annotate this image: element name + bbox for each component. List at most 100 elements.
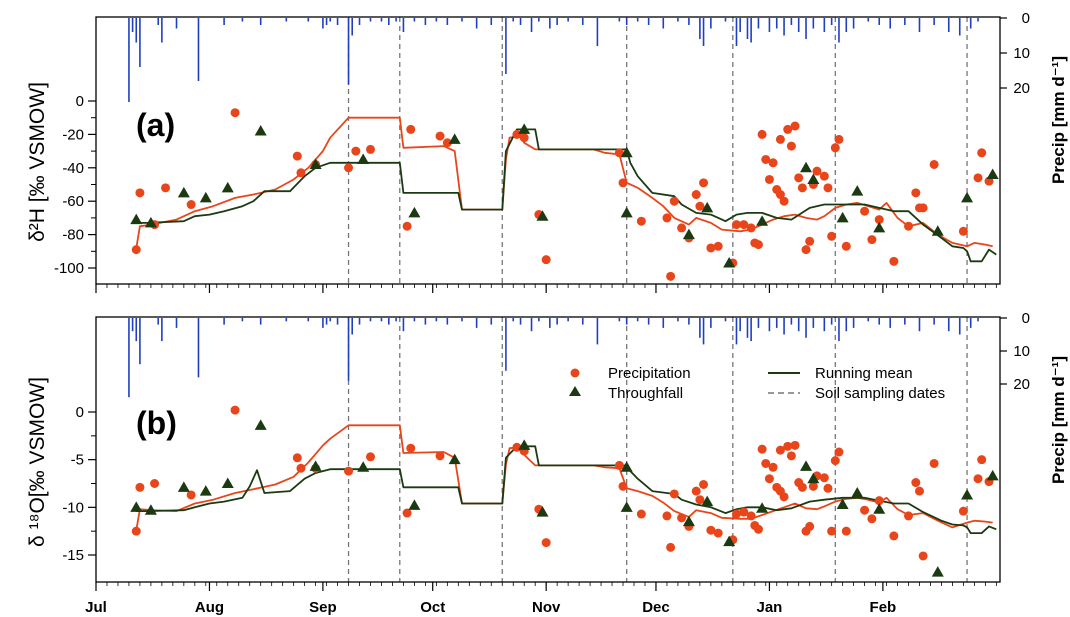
precip-tick-label: 20	[1013, 376, 1030, 393]
throughfall-point	[448, 133, 461, 144]
precipitation-point	[819, 473, 829, 483]
precipitation-point	[691, 190, 701, 200]
precipitation-point	[764, 174, 774, 184]
precipitation-point	[614, 460, 624, 470]
throughfall-point	[620, 461, 633, 472]
month-label: Dec	[642, 599, 670, 616]
throughfall-point	[254, 125, 267, 136]
throughfall-point	[309, 158, 322, 169]
precipitation-point	[677, 223, 687, 233]
precipitation-point	[768, 158, 778, 168]
y-tick-label: -100	[54, 260, 84, 277]
precipitation-point	[775, 445, 785, 455]
precipitation-point	[801, 245, 811, 255]
precipitation-point	[699, 178, 709, 188]
precipitation-point	[958, 506, 968, 516]
precipitation-point	[636, 509, 646, 519]
throughfall-point	[800, 161, 813, 173]
throughfall-point	[536, 506, 549, 517]
precipitation-point	[230, 108, 240, 118]
throughfall-point	[448, 453, 461, 465]
precipitation-point	[779, 196, 789, 206]
throughfall-point	[851, 185, 864, 196]
panel-label-a: (a)	[136, 107, 175, 143]
y-tick-label: -15	[62, 547, 84, 564]
precipitation-point	[867, 235, 877, 245]
precipitation-point	[344, 466, 354, 476]
precipitation-point	[819, 171, 829, 181]
precip-tick-label: 0	[1022, 310, 1030, 327]
throughfall-point	[682, 515, 695, 527]
precipitation-point	[779, 492, 789, 502]
throughfall-point	[518, 439, 531, 450]
precipitation-point	[918, 203, 928, 213]
precipitation-point	[768, 462, 778, 472]
precipitation-point	[135, 482, 145, 492]
throughfall-point	[836, 211, 849, 223]
precipitation-point	[805, 521, 815, 531]
running-mean-throughfall-line	[136, 128, 997, 263]
precip-tick-label: 10	[1013, 45, 1030, 62]
throughfall-point	[144, 504, 157, 515]
precipitation-point	[786, 141, 796, 151]
precipitation-point	[977, 148, 987, 158]
precipitation-point	[406, 443, 416, 453]
throughfall-point	[408, 206, 421, 218]
plot-frame	[95, 16, 1001, 285]
throughfall-point	[986, 469, 999, 481]
precipitation-point	[889, 256, 899, 266]
throughfall-point	[756, 502, 769, 513]
precipitation-point	[541, 538, 551, 548]
throughfall-point	[221, 181, 234, 193]
precipitation-point	[292, 151, 302, 161]
precipitation-point	[918, 551, 928, 561]
precipitation-point	[860, 206, 870, 216]
month-label: Nov	[532, 599, 561, 616]
precipitation-point	[713, 528, 723, 538]
precipitation-point	[666, 271, 676, 281]
precipitation-point	[402, 508, 412, 518]
precipitation-point	[519, 133, 529, 143]
precipitation-point	[805, 236, 815, 246]
precipitation-point	[402, 221, 412, 231]
precipitation-point	[973, 474, 983, 484]
precipitation-point	[662, 511, 672, 521]
precipitation-point	[794, 173, 804, 183]
precipitation-point	[783, 124, 793, 134]
throughfall-point	[723, 535, 736, 547]
precipitation-point	[911, 478, 921, 488]
precipitation-point	[753, 240, 763, 250]
precipitation-point	[761, 154, 771, 164]
precipitation-point	[786, 451, 796, 461]
y-tick-label: -10	[62, 499, 84, 516]
y-axis-title-b: δ ¹⁸O[‰ VSMOW]	[26, 377, 49, 547]
y-tick-label: -60	[62, 193, 84, 210]
throughfall-point	[620, 501, 633, 512]
precipitation-point	[669, 196, 679, 206]
precipitation-point	[618, 481, 628, 491]
throughfall-point	[357, 153, 370, 164]
precipitation-point	[889, 531, 899, 541]
precipitation-point	[706, 243, 716, 253]
precipitation-point	[296, 168, 306, 178]
precipitation-point	[662, 213, 672, 223]
precipitation-point	[706, 525, 716, 535]
month-label: Feb	[870, 599, 897, 616]
throughfall-point	[177, 481, 190, 492]
month-label: Sep	[309, 599, 337, 616]
precipitation-point	[790, 121, 800, 131]
precipitation-point	[150, 479, 160, 488]
precip-tick-label: 0	[1022, 10, 1030, 27]
throughfall-point	[309, 460, 322, 471]
precipitation-point	[344, 163, 354, 173]
precipitation-point	[823, 483, 833, 493]
precip-tick-label: 10	[1013, 343, 1030, 360]
precipitation-point	[691, 486, 701, 496]
precipitation-point	[541, 255, 551, 265]
precipitation-point	[841, 241, 851, 251]
precipitation-point	[435, 451, 445, 461]
precipitation-point	[186, 200, 196, 210]
throughfall-point	[986, 168, 999, 179]
throughfall-point	[836, 498, 849, 509]
throughfall-point	[620, 206, 633, 218]
